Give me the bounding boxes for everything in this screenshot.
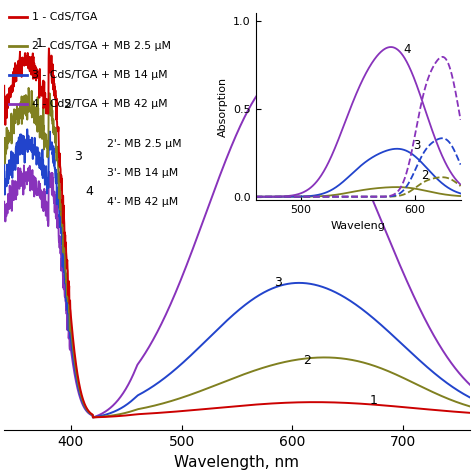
Text: 2: 2 — [63, 98, 71, 111]
Text: 2'- MB 2.5 μM: 2'- MB 2.5 μM — [107, 138, 181, 148]
Text: 4: 4 — [85, 185, 93, 198]
Text: 4: 4 — [264, 80, 273, 93]
Text: 1 - CdS/TGA: 1 - CdS/TGA — [32, 12, 98, 22]
Text: 3'- MB 14 μM: 3'- MB 14 μM — [107, 167, 178, 178]
Text: 3: 3 — [74, 150, 82, 163]
Text: 3: 3 — [273, 276, 282, 289]
Text: 1: 1 — [370, 394, 378, 407]
X-axis label: Wavelength, nm: Wavelength, nm — [174, 455, 300, 470]
Text: 4'- MB 42 μM: 4'- MB 42 μM — [107, 197, 178, 207]
Text: 1: 1 — [35, 37, 43, 50]
Text: 2: 2 — [303, 355, 311, 367]
Text: 2 - CdS/TGA + MB 2.5 μM: 2 - CdS/TGA + MB 2.5 μM — [32, 41, 171, 51]
Text: 3 - CdS/TGA + MB 14 μM: 3 - CdS/TGA + MB 14 μM — [32, 70, 168, 80]
Text: 4 - CdS/TGA + MB 42 μM: 4 - CdS/TGA + MB 42 μM — [32, 99, 168, 109]
